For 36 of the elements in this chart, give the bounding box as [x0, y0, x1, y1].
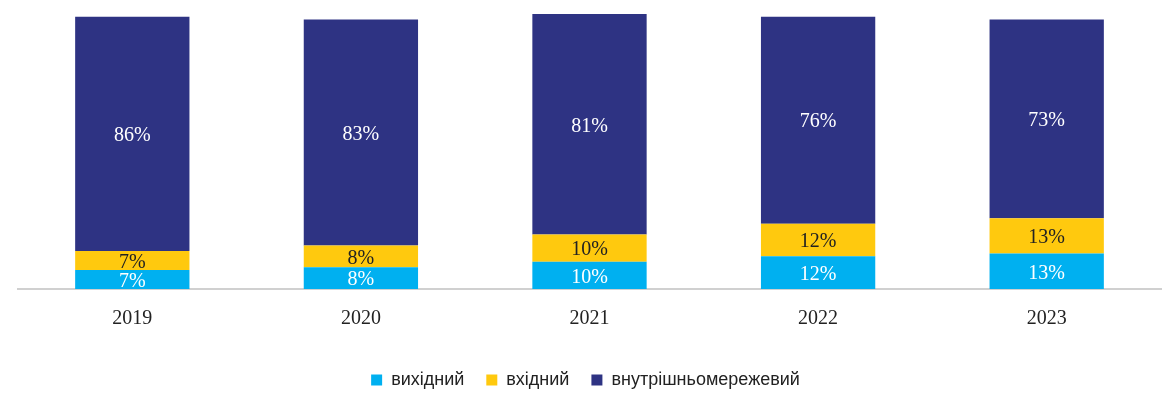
bar: [989, 218, 1104, 254]
data-label: 10%: [571, 264, 608, 287]
bar: [75, 269, 190, 289]
data-label: 12%: [799, 261, 837, 284]
data-label: 10%: [571, 237, 608, 260]
bar: [75, 16, 190, 251]
data-label: 76%: [799, 109, 837, 132]
x-tick-label: 2022: [798, 306, 839, 329]
bar: [760, 223, 876, 257]
x-tick-label: 2020: [340, 306, 381, 329]
bar: [989, 19, 1104, 219]
legend-label: вихідний: [391, 368, 465, 389]
bar: [989, 253, 1104, 289]
data-label: 86%: [113, 123, 151, 146]
data-label: 73%: [1028, 108, 1066, 131]
x-tick-label: 2023: [1026, 306, 1067, 329]
data-label: 12%: [799, 229, 837, 252]
bar: [760, 16, 876, 224]
data-label: 81%: [571, 113, 608, 136]
data-label: 83%: [342, 121, 380, 144]
bar: [760, 256, 876, 289]
legend-label: вхідний: [506, 368, 570, 389]
bar: [303, 267, 419, 289]
data-label: 8%: [347, 245, 375, 268]
bar: [303, 245, 419, 268]
bar: [532, 261, 647, 289]
data-label: 13%: [1028, 260, 1066, 283]
bar: [532, 234, 647, 262]
bar: [75, 250, 190, 270]
x-tick-label: 2021: [569, 306, 610, 329]
bar: [303, 19, 419, 246]
legend-label: внутрішньомережевий: [611, 368, 800, 389]
bar: [532, 14, 647, 235]
data-label: 8%: [347, 267, 375, 290]
data-label: 13%: [1028, 225, 1066, 248]
x-tick-label: 2019: [112, 306, 153, 329]
